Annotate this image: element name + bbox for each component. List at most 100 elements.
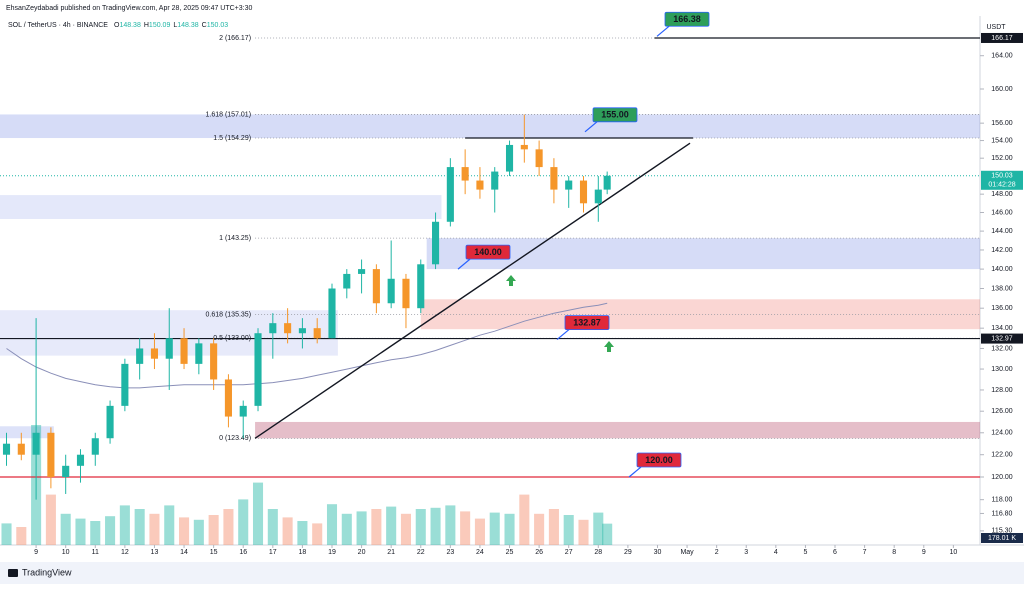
volume-bar (1, 523, 12, 545)
volume-bar (341, 513, 352, 545)
legend-text: 150.03 (207, 22, 229, 29)
candle-body (432, 221, 440, 265)
candle-body (313, 328, 321, 339)
volume-bar (534, 513, 545, 545)
zone (0, 426, 54, 439)
fib-label: 2 (166.17) (219, 35, 251, 42)
candle-body (358, 269, 366, 274)
x-tick-label: 5 (803, 549, 807, 556)
x-tick-label: 23 (446, 549, 454, 556)
candle-body (387, 278, 395, 304)
fib-label: 0 (123.49) (219, 435, 251, 442)
volume-bar (474, 518, 485, 545)
y-tick-label: 152.00 (991, 155, 1013, 162)
volume-bar (252, 482, 264, 545)
volume-bar (445, 505, 456, 545)
x-tick-label: May (680, 549, 694, 556)
legend-text: O (114, 22, 120, 29)
x-tick-label: 6 (833, 549, 837, 556)
x-tick-label: 26 (535, 549, 543, 556)
volume-bar (75, 518, 86, 545)
y-tick-label: 132.00 (991, 345, 1013, 352)
candle-body (284, 323, 292, 334)
candle-body (165, 338, 173, 359)
callout-label: 166.38 (673, 14, 701, 24)
candle-body (343, 273, 351, 289)
y-tick-label: 122.00 (991, 452, 1013, 459)
callout-pointer (457, 258, 471, 270)
candle-body (298, 328, 306, 334)
candle-body (17, 443, 25, 455)
callout-pointer (628, 466, 642, 478)
callout-box (592, 107, 638, 123)
y-tick-label: 164.00 (991, 53, 1013, 60)
price-label-box (981, 32, 1023, 43)
callout-box (636, 452, 682, 468)
zone (426, 238, 981, 270)
candle-body (62, 465, 70, 478)
legend-text: SOL / TetherUS · 4h · BINANCE (8, 22, 108, 29)
y-tick-label: 124.00 (991, 430, 1013, 437)
fib-label: 1.618 (157.01) (206, 111, 252, 118)
y-tick-label: 134.00 (991, 325, 1013, 332)
volume-bar (164, 505, 175, 545)
volume-bar (400, 513, 411, 545)
brand-logo (8, 569, 18, 577)
volume-bar (90, 521, 101, 545)
currency: USDT (986, 24, 1006, 31)
callout-box (564, 315, 610, 330)
candle-body (535, 149, 543, 168)
callout-box (465, 244, 511, 260)
volume-bar (326, 504, 338, 545)
y-tick-label: 118.00 (992, 497, 1013, 504)
volume-bar (267, 509, 278, 545)
x-tick-label: 2 (715, 549, 719, 556)
candle-body (476, 180, 484, 190)
legend-text: H (144, 22, 149, 29)
x-tick-label: 12 (121, 549, 129, 556)
candle-body (2, 443, 11, 455)
volume-bar (45, 494, 56, 545)
volume-bar (238, 499, 249, 545)
price-label-box (981, 333, 1023, 344)
legend-text: 148.38 (119, 22, 141, 29)
candle-body (603, 175, 611, 190)
price-label: 150.03 (991, 173, 1013, 180)
x-tick-label: 28 (594, 549, 602, 556)
candle-body (210, 343, 218, 380)
volume-bar (371, 509, 382, 545)
y-tick-label: 156.00 (991, 120, 1013, 127)
x-tick-label: 19 (328, 549, 336, 556)
x-tick-label: 8 (892, 549, 896, 556)
volume-bar (119, 505, 130, 545)
x-tick-label: 15 (210, 549, 218, 556)
zone (255, 421, 981, 439)
candle-body (47, 432, 55, 478)
volume-bar (297, 521, 308, 545)
volume-bar (593, 512, 604, 545)
volume-bar (489, 512, 500, 545)
volume-bar (193, 519, 204, 545)
x-tick-label: 30 (654, 549, 662, 556)
y-tick-label: 144.00 (991, 228, 1013, 235)
callout-pointer (656, 25, 670, 37)
zone (0, 114, 980, 139)
candle-body (76, 454, 85, 466)
callout-label: 155.00 (601, 110, 629, 120)
up-arrow (506, 275, 516, 286)
volume-bar (60, 513, 71, 545)
x-tick-label: 13 (151, 549, 159, 556)
volume-bar (460, 511, 471, 545)
candle-body (32, 432, 40, 455)
legend-text: 150.09 (149, 22, 171, 29)
candle-body (136, 348, 144, 364)
y-tick-label: 140.00 (991, 266, 1013, 273)
fib-label: 1.5 (154.29) (213, 135, 251, 142)
candle-body (461, 167, 469, 181)
callout-label: 120.00 (645, 455, 673, 465)
x-tick-label: 24 (476, 549, 484, 556)
y-tick-label: 138.00 (991, 285, 1013, 292)
publisher: EhsanZeydabadi published on TradingView.… (6, 5, 253, 12)
volume-bar (602, 523, 613, 545)
